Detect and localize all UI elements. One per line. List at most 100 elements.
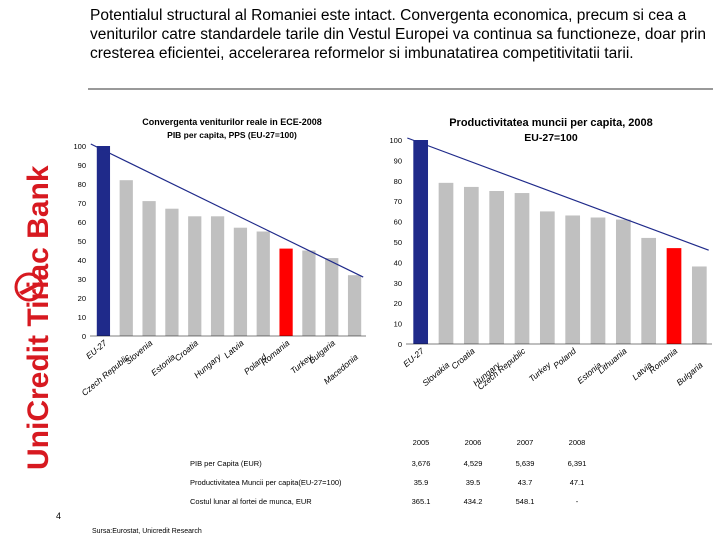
chart2-category-label: Czech Republic xyxy=(475,345,528,391)
chart1-category-label: Croatia xyxy=(173,338,201,363)
chart2-category-label: Poland xyxy=(551,346,578,371)
table-cell: 4,529 xyxy=(463,459,483,468)
table-header-cell: 2005 xyxy=(412,437,430,447)
chart2-bar xyxy=(615,219,631,344)
chart2-category-label: EU-27 xyxy=(401,346,426,369)
table-row: PIB per Capita (EUR) 3,676 4,529 5,639 6,391 xyxy=(190,454,603,473)
chart1-category-label: Slovenia xyxy=(123,338,155,367)
chart1-bar xyxy=(188,216,202,336)
chart1-ytick: 100 xyxy=(73,142,86,151)
source-note: Sursa:Eurostat, Unicredit Research xyxy=(92,528,202,535)
chart2-ytick: 100 xyxy=(389,136,402,145)
chart1-ytick: 80 xyxy=(78,180,86,189)
chart2-ytick: 0 xyxy=(398,340,402,349)
chart1-ytick: 90 xyxy=(78,161,86,170)
chart1-category-label: Latvia xyxy=(222,338,246,360)
chart2-ytick: 10 xyxy=(394,320,402,329)
chart1-bar xyxy=(279,248,293,336)
chart1-bar xyxy=(142,201,156,336)
chart2-bar xyxy=(514,193,530,344)
table-cell: 548.1 xyxy=(515,497,535,506)
chart1-ytick: 40 xyxy=(78,256,86,265)
sidebar-brand: UniCredit Tiriac Bank xyxy=(0,0,58,540)
chart1-category-label: Bulgaria xyxy=(307,338,338,366)
labour-productivity-chart: Productivitatea muncii per capita, 2008 E… xyxy=(378,110,718,410)
chart2-bar xyxy=(539,211,555,344)
chart2-category-label: Croatia xyxy=(449,346,477,371)
chart1-ytick: 70 xyxy=(78,199,86,208)
brand-name: UniCredit Tiriac Bank xyxy=(22,165,55,470)
chart1-category-label: EU-27 xyxy=(84,338,109,361)
table-header-cell: 2008 xyxy=(568,437,586,447)
chart2-title: Productivitatea muncii per capita, 2008 xyxy=(449,117,653,129)
table-cell: 434.2 xyxy=(463,497,483,506)
chart1-ytick: 60 xyxy=(78,218,86,227)
chart2-bar xyxy=(641,237,657,344)
chart1-bar xyxy=(302,250,316,336)
chart1-bar xyxy=(96,146,111,336)
chart2-bar xyxy=(438,182,454,344)
chart2-ytick: 20 xyxy=(394,299,402,308)
chart2-category-label: Romania xyxy=(647,346,680,376)
table-header-row: 2005 2006 2007 2008 xyxy=(190,430,603,454)
chart1-bar xyxy=(347,275,362,336)
table-header-cell: 2006 xyxy=(464,437,482,447)
table-cell: 47.1 xyxy=(569,478,585,487)
table-row: Costul lunar al fortei de munca, EUR 365.… xyxy=(190,492,603,511)
page-number: 4 xyxy=(56,511,62,521)
chart2-subtitle: EU-27=100 xyxy=(524,132,578,144)
chart2-bar xyxy=(413,140,429,344)
chart2-category-label: Slovakia xyxy=(420,360,451,388)
table-row: Productivitatea Muncii per capita(EU-27=… xyxy=(190,473,603,492)
chart2-bar xyxy=(691,266,707,344)
table-cell: Productivitatea Muncii per capita(EU-27=… xyxy=(190,478,342,487)
unicredit-logo-icon xyxy=(14,272,44,302)
chart2-bar xyxy=(463,186,479,344)
table-cell: - xyxy=(575,497,579,506)
chart1-bar xyxy=(325,258,339,336)
table-cell: 3,676 xyxy=(411,459,431,468)
chart1-title: Convergenta veniturilor reale in ECE-200… xyxy=(142,117,322,127)
chart2-ytick: 60 xyxy=(394,218,402,227)
table-cell: 35.9 xyxy=(413,478,429,487)
chart2-category-label: Lithuania xyxy=(596,346,629,376)
chart2-ytick: 40 xyxy=(394,258,402,267)
chart2-bar xyxy=(565,215,581,344)
chart1-ytick: 30 xyxy=(78,275,86,284)
table-cell: 39.5 xyxy=(465,478,481,487)
table-cell: PIB per Capita (EUR) xyxy=(190,459,262,468)
chart1-ytick: 10 xyxy=(78,313,86,322)
chart1-category-label: Romania xyxy=(259,338,292,368)
labour-productivity-svg: Productivitatea muncii per capita, 2008 E… xyxy=(389,117,712,392)
chart2-bar xyxy=(489,191,505,344)
table-cell: 43.7 xyxy=(517,478,533,487)
chart2-ytick: 90 xyxy=(394,156,402,165)
chart1-ytick: 0 xyxy=(82,332,86,341)
indicators-table: 2005 2006 2007 2008 PIB per Capita (EUR) 3,67… xyxy=(190,430,603,511)
income-convergence-chart: Convergenta veniturilor reale in ECE-200… xyxy=(70,110,370,410)
table-cell: 6,391 xyxy=(567,459,587,468)
chart2-category-label: Turkey xyxy=(527,359,553,383)
chart2-bar xyxy=(666,248,682,344)
chart1-bar xyxy=(210,216,225,336)
table-cell: 365.1 xyxy=(411,497,431,506)
chart1-category-label: Macedonia xyxy=(322,352,360,387)
chart2-ytick: 80 xyxy=(394,177,402,186)
income-convergence-svg: Convergenta veniturilor reale in ECE-200… xyxy=(73,117,366,398)
page-title: Potentialul structural al Romaniei este … xyxy=(90,7,707,62)
chart2-ytick: 50 xyxy=(394,238,402,247)
chart1-ytick: 20 xyxy=(78,294,86,303)
chart1-trend-line xyxy=(90,143,364,278)
chart2-bar xyxy=(590,217,606,344)
table-cell: Costul lunar al fortei de munca, EUR xyxy=(190,497,312,506)
chart2-ytick: 30 xyxy=(394,279,402,288)
table-cell: 5,639 xyxy=(515,459,535,468)
chart1-bar xyxy=(256,231,270,336)
chart1-bar xyxy=(119,180,133,336)
title-divider xyxy=(88,88,713,90)
chart1-subtitle: PIB per capita, PPS (EU-27=100) xyxy=(167,130,297,140)
table-header-cell xyxy=(190,430,395,454)
chart1-bar xyxy=(233,227,248,336)
table-header-cell: 2007 xyxy=(516,437,534,447)
chart2-trend-line xyxy=(407,137,709,251)
